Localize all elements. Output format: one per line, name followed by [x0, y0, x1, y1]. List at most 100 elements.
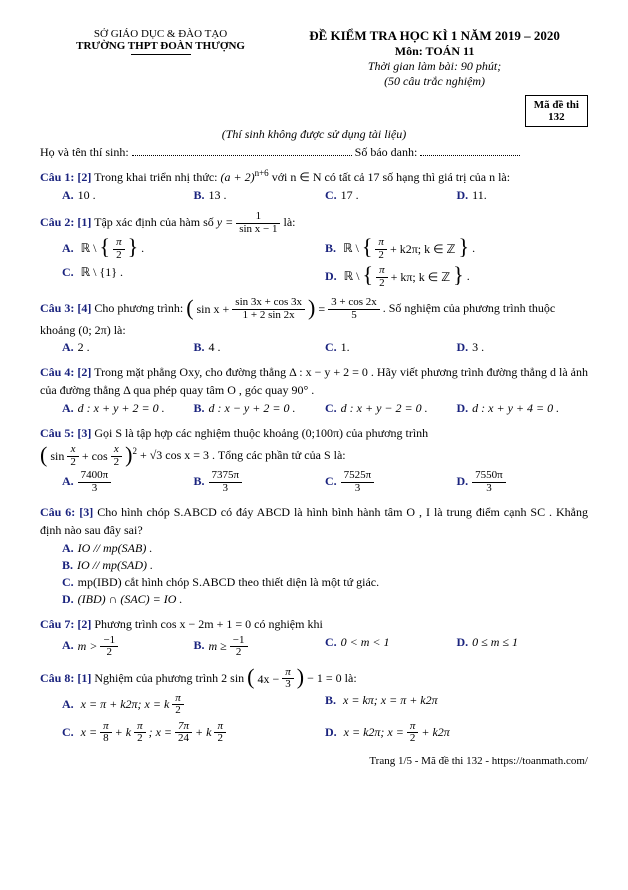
q7-choices: A.m > −12 B.m ≥ −12 C.0 < m < 1 D.0 ≤ m …	[62, 635, 588, 659]
q5-D-d: 3	[472, 483, 506, 495]
q7-A-l: A.	[62, 638, 74, 652]
q2-A-l: A.	[62, 241, 74, 255]
q6-B-row: B.IO // mp(SAD) .	[62, 558, 588, 573]
q4-C-l: C.	[325, 401, 337, 415]
q2-label: Câu 2: [1]	[40, 215, 91, 229]
q1-C-l: C.	[325, 188, 337, 202]
q6-C: mp(IBD) cắt hình chóp S.ABCD theo thiết …	[78, 575, 379, 589]
header-left: SỞ GIÁO DỤC & ĐÀO TẠO TRƯỜNG THPT ĐOÀN T…	[40, 28, 281, 89]
q8-A: x = π + k2π; x = k	[81, 697, 170, 712]
brace-icon: }	[128, 238, 139, 256]
q6-D-l: D.	[62, 592, 74, 606]
q1-A: 10 .	[78, 188, 96, 202]
q1-sup: n+6	[255, 168, 269, 178]
q5-D-l: D.	[457, 474, 469, 488]
q5-choices: A.7400π3 B.7375π3 C.7525π3 D.7550π3	[62, 470, 588, 494]
q5-B-l: B.	[194, 474, 205, 488]
q8-B-l: B.	[325, 693, 336, 707]
paren-icon: (	[247, 668, 254, 686]
q7-D: 0 ≤ m ≤ 1	[472, 635, 518, 649]
q1-D-l: D.	[457, 188, 469, 202]
q6-A-l: A.	[62, 541, 74, 555]
id-dots	[420, 145, 520, 156]
q7-C: 0 < m < 1	[341, 635, 390, 649]
q4-C: d : x + y − 2 = 0 .	[341, 401, 428, 415]
q8-C-l: C.	[62, 725, 74, 739]
school-line: TRƯỜNG THPT ĐOÀN THƯỢNG	[40, 40, 281, 52]
q2-D-l: D.	[325, 269, 337, 283]
q5-2a: 2	[67, 457, 79, 469]
q6-B-l: B.	[62, 558, 73, 572]
q8-D-l: D.	[325, 725, 337, 739]
q5-line2: ( sin x2 + cos x2 )2 + √3 cos x = 3 . Tổ…	[40, 444, 588, 468]
q2-D-pre: ℝ \	[344, 269, 363, 283]
q8-A-d: 2	[172, 705, 184, 717]
q2-choices-row2: C. ℝ \ {1} . D. ℝ \ { π2 + kπ; k ∈ ℤ } .	[62, 265, 588, 289]
q2-A-n: π	[113, 237, 125, 250]
q6-C-l: C.	[62, 575, 74, 589]
q3-B-l: B.	[194, 340, 205, 354]
q3-rnum: 3 + cos 2x	[328, 297, 380, 310]
brace-icon: }	[453, 266, 464, 284]
q8-D-a: x = k2π; x =	[344, 725, 404, 740]
q1-expr: (a + 2)	[221, 170, 255, 184]
q4-choices: A.d : x + y + 2 = 0 . B.d : x − y + 2 = …	[62, 401, 588, 416]
q3-rden: 5	[328, 310, 380, 322]
name-dots	[132, 145, 352, 156]
subject-line: Môn: TOÁN 11	[281, 44, 588, 59]
q6-label: Câu 6: [3]	[40, 505, 93, 519]
q2-B-pi: π	[375, 237, 387, 250]
q4-B-l: B.	[194, 401, 205, 415]
q8-arg: 4x −	[258, 670, 280, 688]
brace-icon: }	[459, 238, 470, 256]
q8-B: x = kπ; x = π + k2π	[343, 693, 438, 707]
q1-C: 17 .	[341, 188, 359, 202]
q3-lnum: sin 3x + cos 3x	[232, 297, 305, 310]
q2-yeq: y =	[217, 215, 233, 229]
q3-lden: 1 + 2 sin 2x	[232, 310, 305, 322]
name-label: Họ và tên thí sinh:	[40, 145, 129, 159]
q4-D: d : x + y + 4 = 0 .	[472, 401, 559, 415]
question-7: Câu 7: [2] Phương trình cos x − 2m + 1 =…	[40, 615, 588, 633]
q2-B-pre: ℝ \	[343, 241, 362, 255]
q5-sq: 2	[132, 446, 137, 456]
code-label: Mã đề thi	[534, 99, 579, 111]
q3-text: Cho phương trình:	[94, 301, 186, 315]
q8-choices-row2: C. x = π8 + k π2 ; x = 7π24 + k π2 D. x …	[62, 721, 588, 745]
q7-C-l: C.	[325, 635, 337, 649]
q5-sin: sin	[50, 449, 64, 464]
q3-A: 2 .	[78, 340, 90, 354]
q2-A-pre: ℝ \	[81, 241, 100, 255]
q2-den: sin x − 1	[236, 224, 280, 236]
q7-text: Phương trình cos x − 2m + 1 = 0 có nghiệ…	[94, 617, 322, 631]
q5-A-d: 3	[78, 483, 112, 495]
exam-title: ĐỀ KIỂM TRA HỌC KÌ 1 NĂM 2019 – 2020	[281, 28, 588, 44]
code-value: 132	[534, 111, 579, 123]
q3-choices: A.2 . B.4 . C.1. D.3 .	[62, 340, 588, 355]
q3-A-l: A.	[62, 340, 74, 354]
duration-line: Thời gian làm bài: 90 phút;	[281, 59, 588, 74]
q4-D-l: D.	[457, 401, 469, 415]
q6-D-row: D.(IBD) ∩ (SAC) = IO .	[62, 592, 588, 607]
q6-C-row: C. mp(IBD) cắt hình chóp S.ABCD theo thiế…	[62, 575, 588, 590]
q1-B-l: B.	[194, 188, 205, 202]
q3-eq: =	[318, 300, 325, 318]
q8-choices-row1: A. x = π + k2π; x = k π2 B. x = kπ; x = …	[62, 693, 588, 717]
q4-A-l: A.	[62, 401, 74, 415]
q7-label: Câu 7: [2]	[40, 617, 91, 631]
q7-A-d: 2	[100, 647, 118, 659]
q1-D: 11.	[472, 188, 487, 202]
id-label: Số báo danh:	[355, 145, 418, 159]
q5-text-a: Gọi S là tập hợp các nghiệm thuộc khoảng…	[94, 426, 428, 440]
q8-C-d4: 2	[214, 733, 226, 745]
q7-B-pre: m ≥	[209, 639, 227, 654]
q2-B-2: 2	[375, 250, 387, 262]
q7-B-d: 2	[230, 647, 248, 659]
q1-choices: A.10 . B.13 . C.17 . D.11.	[62, 188, 588, 203]
question-6: Câu 6: [3] Cho hình chóp S.ABCD có đáy A…	[40, 503, 588, 539]
q1-label: Câu 1: [2]	[40, 170, 91, 184]
q3-C-l: C.	[325, 340, 337, 354]
q2-num: 1	[236, 211, 280, 224]
q8-C-d1: 8	[100, 733, 112, 745]
count-line: (50 câu trắc nghiệm)	[281, 74, 588, 89]
